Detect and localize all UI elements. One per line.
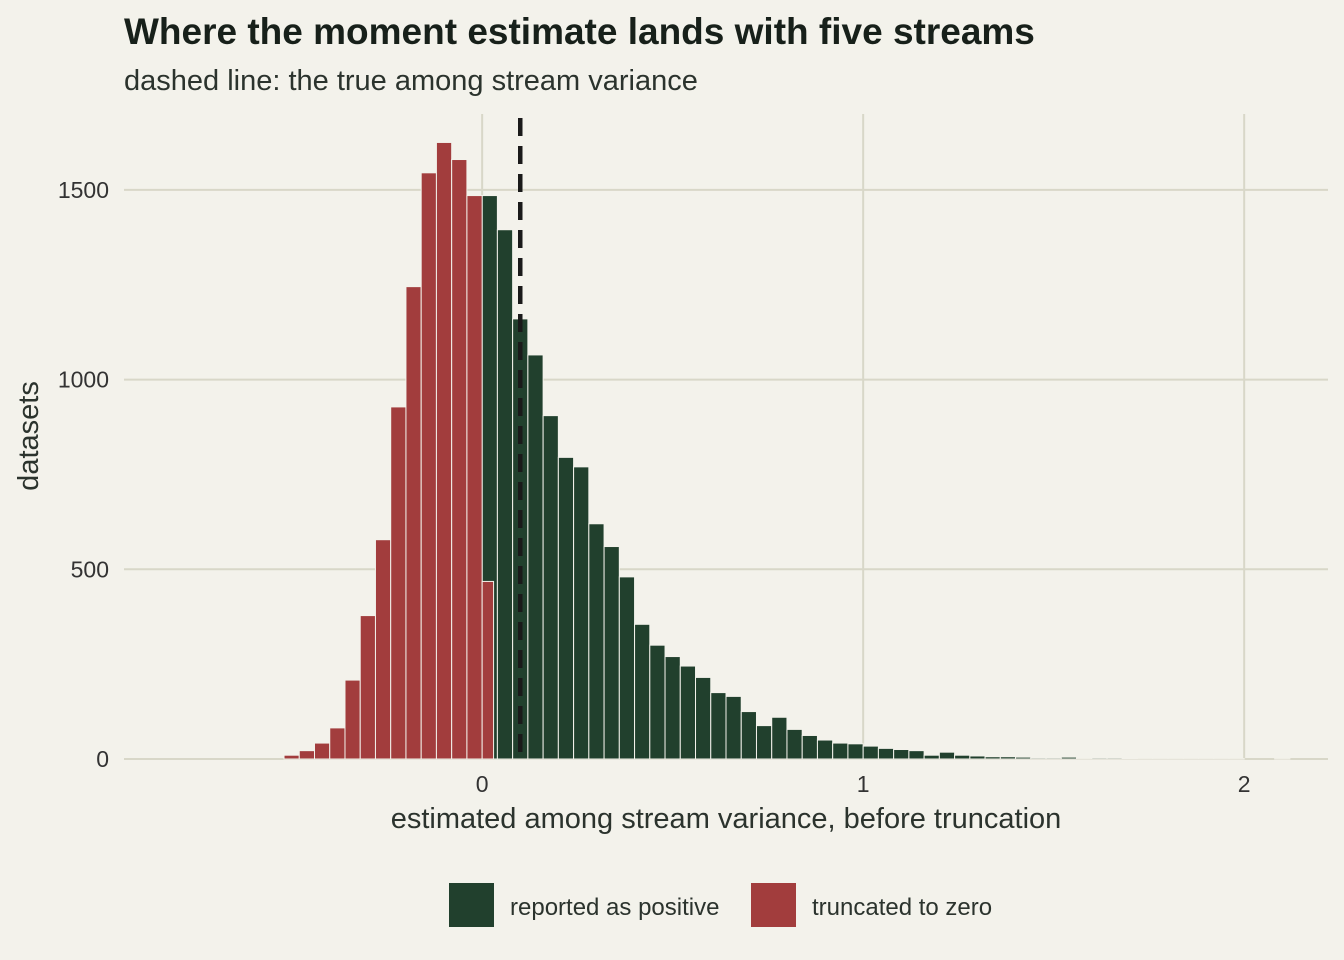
legend-swatch-truncated: [751, 883, 796, 927]
bar-positive-3: [527, 354, 544, 760]
bar-truncated-6: [374, 539, 392, 760]
legend-swatch-positive: [449, 883, 494, 927]
bar-positive-14: [695, 676, 712, 760]
bar-positive-8: [603, 546, 620, 760]
bar-positive-42: [1121, 757, 1138, 760]
bar-positive-11: [649, 644, 666, 760]
bar-positive-9: [618, 576, 636, 760]
bar-positive-25: [862, 745, 879, 760]
y-tick-label-3: 1500: [58, 177, 109, 203]
bar-truncated-13: [481, 580, 495, 760]
bar-positive-30: [938, 751, 956, 760]
bar-positive-7: [588, 523, 605, 760]
bar-truncated-5: [359, 615, 376, 760]
bar-positive-23: [832, 742, 849, 760]
bar-truncated-2: [314, 742, 331, 760]
bar-positive-29: [923, 754, 940, 760]
y-tick-labels: 0 500 1000 1500: [58, 177, 109, 772]
bar-positive-32: [969, 755, 986, 760]
bar-truncated-9: [420, 172, 437, 760]
bar-positive-24: [847, 743, 864, 760]
bar-truncated-3: [329, 727, 346, 760]
bar-positive-26: [877, 747, 895, 760]
bar-positive-28: [908, 750, 925, 760]
bar-positive-15: [710, 692, 727, 760]
bar-positive-33: [984, 756, 1001, 760]
bar-positive-22: [816, 739, 834, 760]
bar-positive-4: [542, 415, 559, 760]
x-tick-label-1: 1: [857, 771, 870, 797]
bar-truncated-8: [405, 286, 422, 760]
y-tick-label-2: 1000: [58, 367, 109, 393]
bar-positive-21: [801, 734, 818, 760]
bar-positive-35: [1015, 756, 1032, 760]
bar-positive-19: [771, 716, 788, 760]
bar-positive-27: [893, 749, 910, 760]
bar-positive-41: [1106, 757, 1123, 760]
bar-positive-6: [573, 466, 590, 760]
legend-label-truncated: truncated to zero: [812, 894, 992, 921]
bar-positive-16: [725, 695, 742, 760]
bar-positive-31: [954, 754, 971, 760]
x-axis-title: estimated among stream variance, before …: [391, 803, 1062, 835]
bar-positive-38: [1060, 756, 1078, 760]
bar-positive-37: [1045, 757, 1062, 760]
x-tick-label-2: 2: [1238, 771, 1251, 797]
bar-positive-10: [634, 623, 651, 760]
x-tick-labels: 0 1 2: [476, 771, 1251, 797]
histogram-bars: [283, 141, 1291, 760]
chart-title: Where the moment estimate lands with fiv…: [124, 11, 1035, 52]
bar-truncated-12: [466, 195, 483, 760]
bar-truncated-1: [298, 750, 316, 760]
bar-positive-34: [999, 756, 1017, 760]
bar-truncated-10: [435, 141, 453, 760]
bar-truncated-4: [344, 679, 361, 760]
x-tick-label-0: 0: [476, 771, 489, 797]
bar-truncated-7: [390, 406, 407, 760]
bar-positive-18: [755, 725, 773, 760]
y-tick-label-1: 500: [71, 556, 109, 582]
legend: reported as positive truncated to zero: [449, 883, 992, 927]
bar-positive-1: [496, 229, 514, 760]
bar-truncated-0: [283, 754, 300, 760]
legend-label-positive: reported as positive: [510, 894, 719, 921]
bar-positive-12: [664, 656, 681, 760]
bar-positive-17: [740, 711, 757, 760]
y-axis-title: datasets: [13, 381, 45, 491]
chart-subtitle: dashed line: the true among stream varia…: [124, 65, 698, 97]
bar-positive-20: [786, 728, 803, 760]
bar-positive-13: [679, 665, 697, 760]
bar-truncated-11: [451, 159, 468, 760]
bar-positive-40: [1091, 757, 1108, 760]
bar-positive-36: [1030, 757, 1047, 760]
bar-positive-5: [557, 456, 575, 760]
y-tick-label-0: 0: [96, 746, 109, 772]
gridlines: [124, 114, 1328, 760]
